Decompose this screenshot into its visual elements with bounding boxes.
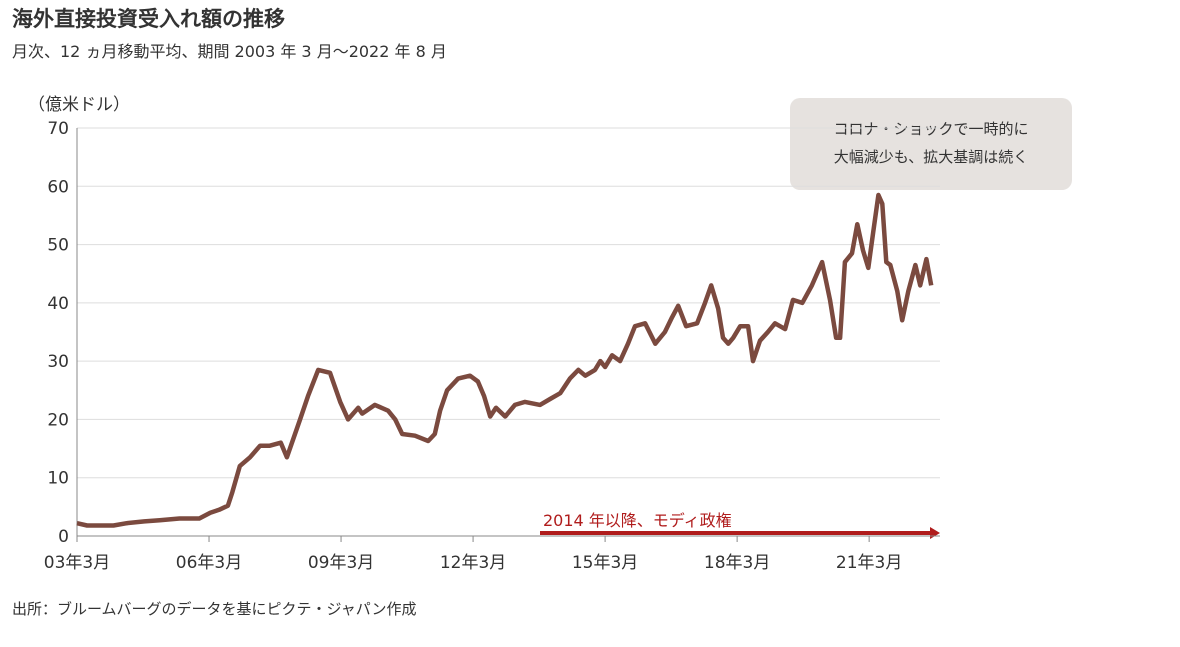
y-tick-label: 20 (47, 410, 69, 430)
y-tick-label: 60 (47, 177, 69, 197)
x-tick-label: 18年3月 (704, 553, 770, 573)
chart-subtitle: 月次、12 ヵ月移動平均、期間 2003 年 3 月～2022 年 8 月 (12, 42, 447, 61)
y-tick-label: 0 (58, 527, 69, 547)
source-note: 出所：ブルームバーグのデータを基にピクテ・ジャパン作成 (12, 600, 417, 618)
x-tick-label: 12年3月 (440, 553, 506, 573)
data-line (76, 192, 934, 528)
period-annotation: 2014 年以降、モディ政権 (543, 511, 732, 530)
x-tick-label: 03年3月 (44, 553, 110, 573)
y-tick-label: 40 (47, 294, 69, 314)
x-tick-label: 21年3月 (836, 553, 902, 573)
y-tick-label: 10 (47, 469, 69, 489)
x-tick-label: 09年3月 (308, 553, 374, 573)
callout-box (790, 98, 1072, 190)
y-tick-label: 70 (47, 119, 69, 139)
callout-text: 大幅減少も、拡大基調は続く (834, 148, 1029, 166)
x-tick-label: 06年3月 (176, 553, 242, 573)
y-tick-label: 50 (47, 236, 69, 256)
y-tick-label: 30 (47, 352, 69, 372)
y-axis-label: （億米ドル） (28, 95, 130, 115)
x-tick-label: 15年3月 (572, 553, 638, 573)
chart-title: 海外直接投資受入れ額の推移 (12, 7, 285, 31)
arrow-head (930, 527, 940, 539)
callout-text: コロナ・ショックで一時的に (833, 120, 1028, 138)
